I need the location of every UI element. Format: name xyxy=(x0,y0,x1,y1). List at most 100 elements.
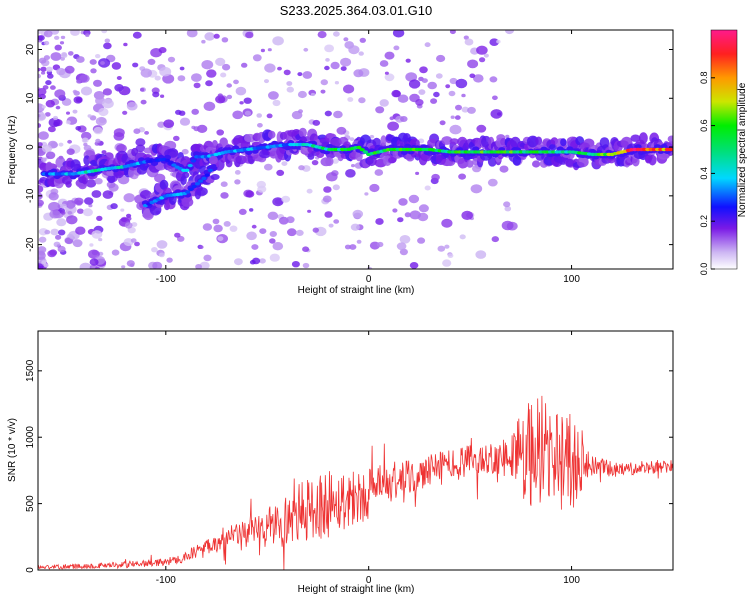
heatmap-noise-cell xyxy=(331,158,339,164)
heatmap-noise-cell xyxy=(384,73,395,82)
heatmap-halo-cell xyxy=(372,137,381,147)
heatmap-noise-cell xyxy=(124,222,133,229)
heatmap-noise-cell xyxy=(281,161,288,167)
heatmap-noise-cell xyxy=(111,62,122,70)
heatmap-noise-cell xyxy=(264,79,269,84)
heatmap-noise-cell xyxy=(244,110,251,116)
heatmap-noise-cell xyxy=(245,190,255,198)
heatmap-halo-cell xyxy=(167,148,179,158)
heatmap-noise-cell xyxy=(396,242,407,251)
heatmap-noise-cell xyxy=(340,66,347,71)
heatmap-noise-cell xyxy=(72,109,78,114)
heatmap-noise-cell xyxy=(70,30,80,36)
heatmap-noise-cell xyxy=(45,151,56,160)
heatmap-noise-cell xyxy=(483,53,489,58)
heatmap-noise-cell xyxy=(269,238,276,244)
heatmap-noise-cell xyxy=(320,79,328,86)
heatmap-noise-cell xyxy=(98,107,109,117)
snr-y-ticks: 0 500 1000 1500 xyxy=(25,359,673,573)
heatmap-noise-cell xyxy=(455,104,462,111)
heatmap-noise-cell xyxy=(232,110,244,120)
spectrogram-heatmap xyxy=(38,30,673,269)
heatmap-noise-cell xyxy=(467,59,479,69)
heatmap-noise-cell xyxy=(38,265,41,269)
heatmap-noise-cell xyxy=(40,66,47,72)
spectrogram-x-ticks: -100 0 100 xyxy=(156,30,580,285)
heatmap-noise-cell xyxy=(61,53,68,58)
heatmap-halo-cell xyxy=(648,154,657,166)
heatmap-noise-cell xyxy=(156,240,168,249)
heatmap-noise-cell xyxy=(330,61,340,70)
heatmap-noise-cell xyxy=(442,259,452,267)
heatmap-noise-cell xyxy=(132,31,142,39)
heatmap-noise-cell xyxy=(449,30,456,35)
heatmap-noise-cell xyxy=(217,236,224,242)
heatmap-noise-cell xyxy=(121,265,126,269)
heatmap-noise-cell xyxy=(95,138,101,144)
x-tick-label: -100 xyxy=(156,575,176,586)
heatmap-noise-cell xyxy=(50,85,56,90)
heatmap-noise-cell xyxy=(85,179,97,188)
heatmap-noise-cell xyxy=(399,248,408,256)
heatmap-halo-cell xyxy=(244,133,256,143)
heatmap-noise-cell xyxy=(206,69,217,78)
heatmap-noise-cell xyxy=(501,220,514,231)
heatmap-noise-cell xyxy=(159,66,172,77)
heatmap-noise-cell xyxy=(201,59,214,70)
heatmap-noise-cell xyxy=(496,39,501,44)
heatmap-noise-cell xyxy=(391,89,401,98)
heatmap-noise-cell xyxy=(201,39,206,44)
heatmap-noise-cell xyxy=(291,261,300,268)
heatmap-noise-cell xyxy=(43,30,53,38)
heatmap-core-cell xyxy=(191,184,197,189)
y-tick-label: 0 xyxy=(25,144,36,150)
heatmap-noise-cell xyxy=(82,208,93,217)
heatmap-noise-cell xyxy=(376,241,384,248)
snr-series-line xyxy=(38,395,673,570)
heatmap-noise-cell xyxy=(257,185,267,193)
heatmap-noise-cell xyxy=(333,31,340,37)
heatmap-noise-cell xyxy=(116,76,122,80)
heatmap-noise-cell xyxy=(38,236,47,243)
heatmap-noise-cell xyxy=(60,35,66,40)
heatmap-noise-cell xyxy=(54,44,62,51)
y-tick-label: -10 xyxy=(25,188,36,203)
heatmap-noise-cell xyxy=(202,223,213,231)
heatmap-noise-cell xyxy=(125,216,132,221)
heatmap-noise-cell xyxy=(220,192,229,199)
heatmap-noise-cell xyxy=(65,120,71,125)
heatmap-core-cell xyxy=(211,164,217,168)
heatmap-halo-cell xyxy=(155,162,167,171)
heatmap-noise-cell xyxy=(455,78,468,89)
heatmap-noise-cell xyxy=(409,262,419,269)
heatmap-noise-cell xyxy=(249,208,254,212)
heatmap-noise-cell xyxy=(122,110,128,115)
heatmap-core-cell xyxy=(188,187,194,191)
heatmap-noise-cell xyxy=(269,253,280,262)
heatmap-noise-cell xyxy=(79,262,92,269)
heatmap-noise-cell xyxy=(473,74,484,83)
heatmap-noise-cell xyxy=(322,195,332,203)
heatmap-noise-cell xyxy=(111,249,120,256)
heatmap-noise-cell xyxy=(174,232,181,238)
heatmap-noise-cell xyxy=(38,73,41,79)
heatmap-noise-cell xyxy=(389,116,395,121)
heatmap-halo-cell xyxy=(667,135,673,143)
heatmap-noise-cell xyxy=(41,105,46,109)
heatmap-noise-cell xyxy=(503,201,511,208)
heatmap-halo-cell xyxy=(65,181,72,188)
snr-x-label: Height of straight line (km) xyxy=(298,584,415,595)
heatmap-noise-cell xyxy=(199,245,204,250)
heatmap-noise-cell xyxy=(94,178,103,185)
heatmap-noise-cell xyxy=(38,246,47,254)
heatmap-halo-cell xyxy=(159,179,169,190)
heatmap-noise-cell xyxy=(114,84,124,92)
heatmap-noise-cell xyxy=(291,110,303,120)
heatmap-noise-cell xyxy=(110,203,118,210)
heatmap-noise-cell xyxy=(303,47,309,52)
heatmap-noise-cell xyxy=(489,38,500,46)
heatmap-noise-cell xyxy=(461,210,474,220)
heatmap-noise-cell xyxy=(245,31,254,39)
heatmap-halo-cell xyxy=(441,136,453,145)
heatmap-noise-cell xyxy=(347,97,354,102)
